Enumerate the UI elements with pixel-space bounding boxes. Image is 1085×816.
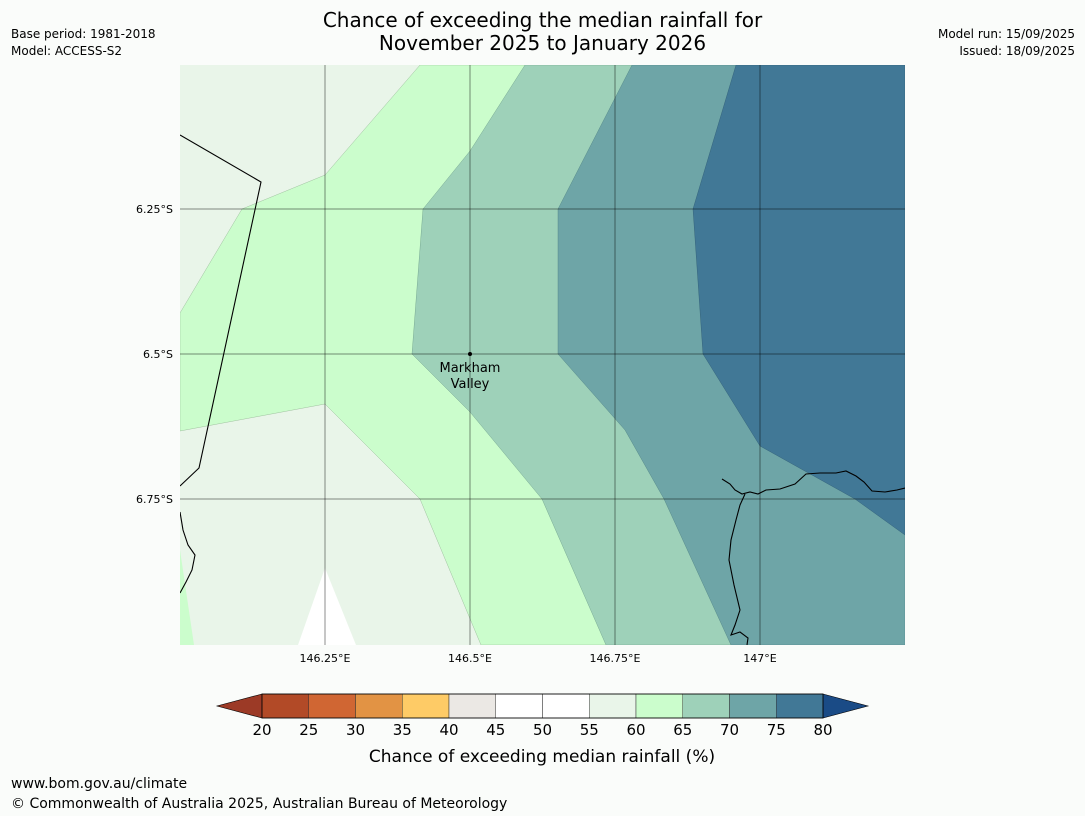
colorbar-over-arrow xyxy=(822,693,870,719)
colorbar-bin-60-65 xyxy=(635,693,683,719)
lat-label-6-75: 6.75°S xyxy=(136,493,173,506)
chart-title-line2: November 2025 to January 2026 xyxy=(378,31,707,55)
colorbar-tick-label: 70 xyxy=(720,721,739,739)
colorbar-tick-label: 65 xyxy=(673,721,692,739)
lat-label-6-5: 6.5°S xyxy=(143,348,173,361)
colorbar-bin-35-40 xyxy=(402,693,450,719)
colorbar-tick-label: 75 xyxy=(767,721,786,739)
colorbar-tick-label: 60 xyxy=(626,721,645,739)
graticule xyxy=(180,65,905,645)
lon-label-147: 147°E xyxy=(743,652,776,665)
lon-label-146-75: 146.75°E xyxy=(590,652,641,665)
colorbar-bin-55-60 xyxy=(589,693,637,719)
markham-valley-marker xyxy=(468,352,472,356)
colorbar-tick-label: 30 xyxy=(346,721,365,739)
colorbar-bin-20-25 xyxy=(261,693,309,719)
colorbar-bin-30-35 xyxy=(355,693,403,719)
colorbar-tick-label: 25 xyxy=(299,721,318,739)
colorbar-tick-label: 50 xyxy=(533,721,552,739)
base-period: Base period: 1981-2018 xyxy=(11,27,156,41)
colorbar-tick-label: 20 xyxy=(252,721,271,739)
band-75-80 xyxy=(692,65,905,536)
colorbar-tick-label: 45 xyxy=(486,721,505,739)
border-line xyxy=(180,134,262,487)
footer-copyright: © Commonwealth of Australia 2025, Austra… xyxy=(11,796,508,812)
lon-label-146-25: 146.25°E xyxy=(300,652,351,665)
model-name: Model: ACCESS-S2 xyxy=(11,44,123,58)
colorbar-bin-50-55 xyxy=(542,693,590,719)
colorbar-bin-65-70 xyxy=(682,693,730,719)
lat-label-6-25: 6.25°S xyxy=(136,203,173,216)
model-run: Model run: 15/09/2025 xyxy=(937,27,1075,41)
colorbar-tick-label: 35 xyxy=(393,721,412,739)
colorbar-under-arrow xyxy=(215,693,263,719)
map-area xyxy=(180,65,905,645)
colorbar-bin-45-50 xyxy=(495,693,543,719)
colorbar-title: Chance of exceeding median rainfall (%) xyxy=(369,747,715,767)
place-label-line1: Markham xyxy=(440,361,501,376)
colorbar-tick-label: 55 xyxy=(580,721,599,739)
colorbar-tick-label: 40 xyxy=(439,721,458,739)
colorbar-bin-25-30 xyxy=(308,693,356,719)
river-coast xyxy=(728,493,749,645)
band-50-55 xyxy=(298,568,356,645)
footer-url: www.bom.gov.au/climate xyxy=(11,776,188,792)
coastline-gulf xyxy=(721,470,905,495)
place-label-line2: Valley xyxy=(451,377,490,392)
issued-date: Issued: 18/09/2025 xyxy=(959,44,1075,58)
colorbar: 20 25 30 35 40 45 50 55 60 65 70 75 80 xyxy=(215,693,870,739)
chart-title-line1: Chance of exceeding the median rainfall … xyxy=(322,8,763,32)
colorbar-tick-label: 80 xyxy=(813,721,832,739)
colorbar-bin-70-75 xyxy=(729,693,777,719)
colorbar-bin-75-80 xyxy=(776,693,824,719)
band-60-65-sliver xyxy=(180,550,194,645)
colorbar-outline xyxy=(261,693,824,719)
coastline-west xyxy=(180,511,196,594)
colorbar-bin-40-45 xyxy=(448,693,496,719)
lon-label-146-5: 146.5°E xyxy=(448,652,492,665)
